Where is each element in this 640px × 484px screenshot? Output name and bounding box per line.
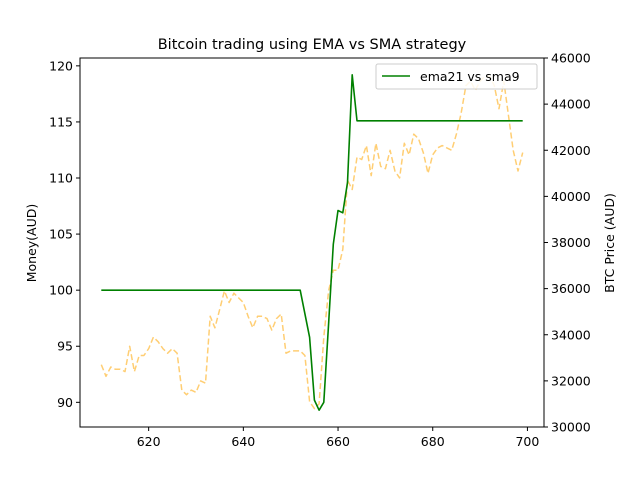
y-left-tick-label: 115 bbox=[49, 114, 73, 129]
y-right-tick-label: 42000 bbox=[551, 143, 591, 158]
y-left-tick-label: 120 bbox=[49, 58, 73, 73]
y-right-tick-label: 44000 bbox=[551, 97, 591, 112]
y-right-axis-label: BTC Price (AUD) bbox=[602, 193, 617, 293]
x-tick-label: 640 bbox=[231, 434, 255, 449]
legend-label-ema21-vs-sma9: ema21 vs sma9 bbox=[420, 69, 520, 84]
x-tick-label: 620 bbox=[137, 434, 161, 449]
series-line-ema21-vs-sma9 bbox=[101, 74, 523, 412]
y-right-axis: 30000 32000 34000 36000 38000 40000 42000 44000… bbox=[544, 51, 591, 435]
x-tick-label: 700 bbox=[515, 434, 539, 449]
y-left-tick-label: 105 bbox=[49, 227, 73, 242]
x-tick-label: 680 bbox=[421, 434, 445, 449]
y-left-tick-label: 110 bbox=[49, 171, 73, 186]
y-left-axis-label: Money(AUD) bbox=[24, 204, 39, 283]
x-axis: 620 640 660 680 700 bbox=[137, 427, 539, 449]
series-line-btc-price bbox=[100, 75, 524, 410]
y-right-tick-label: 30000 bbox=[551, 420, 591, 435]
legend-box bbox=[375, 63, 538, 90]
y-left-tick-label: 95 bbox=[57, 339, 73, 354]
y-left-tick-label: 100 bbox=[49, 283, 73, 298]
y-right-tick-label: 34000 bbox=[551, 327, 591, 342]
y-left-axis: 90 95 100 105 110 115 120 bbox=[49, 58, 80, 410]
y-right-tick-label: 46000 bbox=[551, 51, 591, 66]
y-right-tick-label: 38000 bbox=[551, 235, 591, 250]
legend: ema21 vs sma9 bbox=[375, 63, 538, 90]
y-left-tick-label: 90 bbox=[57, 395, 73, 410]
y-right-tick-label: 32000 bbox=[551, 373, 591, 388]
y-right-tick-label: 36000 bbox=[551, 281, 591, 296]
x-tick-label: 660 bbox=[326, 434, 350, 449]
y-right-tick-label: 40000 bbox=[551, 189, 591, 204]
chart-title: Bitcoin trading using EMA vs SMA strateg… bbox=[158, 37, 467, 53]
